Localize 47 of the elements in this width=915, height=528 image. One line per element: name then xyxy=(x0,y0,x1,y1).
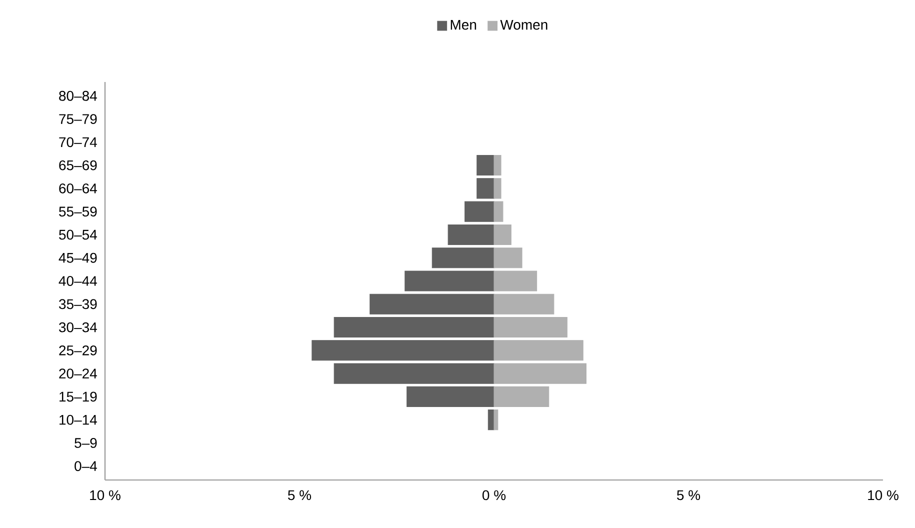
bar xyxy=(494,178,502,199)
bar xyxy=(494,224,512,245)
bar xyxy=(432,248,494,268)
bar xyxy=(494,316,568,338)
bar xyxy=(406,386,494,407)
bar xyxy=(464,201,494,222)
legend-label: Women xyxy=(500,20,548,30)
y-tick-label: 15–19 xyxy=(60,392,97,402)
y-tick-label: 35–39 xyxy=(59,299,97,310)
bar xyxy=(334,363,494,384)
bar xyxy=(370,294,494,314)
x-tick-label: 0 % xyxy=(482,490,506,500)
bar xyxy=(494,155,502,176)
bar xyxy=(494,248,522,268)
legend-label: Men xyxy=(450,20,476,30)
y-tick-label: 30–34 xyxy=(59,322,97,332)
bar xyxy=(494,340,584,361)
bar xyxy=(334,316,494,338)
y-tick-label: 50–54 xyxy=(59,230,97,240)
x-tick-label: 10 % xyxy=(90,490,120,500)
y-tick-label: 80–84 xyxy=(59,90,97,101)
y-tick-label: 75–79 xyxy=(59,114,97,124)
x-tick-label: 5 % xyxy=(677,490,700,500)
bar xyxy=(494,363,586,384)
y-tick-label: 10–14 xyxy=(60,414,97,425)
bar xyxy=(448,224,494,245)
y-tick-label: 0–4 xyxy=(74,461,97,472)
x-tick-label: 10 % xyxy=(868,490,898,500)
y-tick-label: 55–59 xyxy=(59,206,97,217)
bar xyxy=(494,386,550,407)
bar xyxy=(476,155,494,176)
y-tick-label: 20–24 xyxy=(59,368,97,379)
y-tick-label: 45–49 xyxy=(58,252,97,263)
bar xyxy=(404,270,494,292)
y-tick-label: 25–29 xyxy=(59,345,97,356)
y-tick-label: 70–74 xyxy=(59,137,97,148)
bar xyxy=(494,201,504,222)
bar xyxy=(494,270,538,292)
y-tick-label: 40–44 xyxy=(58,276,97,286)
y-tick-label: 65–69 xyxy=(59,160,97,170)
bar xyxy=(494,410,498,430)
y-tick-label: 60–64 xyxy=(59,183,97,194)
bar xyxy=(312,340,494,361)
y-tick-label: 5–9 xyxy=(74,438,97,448)
bar xyxy=(494,294,554,314)
x-tick-label: 5 % xyxy=(288,490,312,500)
bar xyxy=(476,178,494,199)
